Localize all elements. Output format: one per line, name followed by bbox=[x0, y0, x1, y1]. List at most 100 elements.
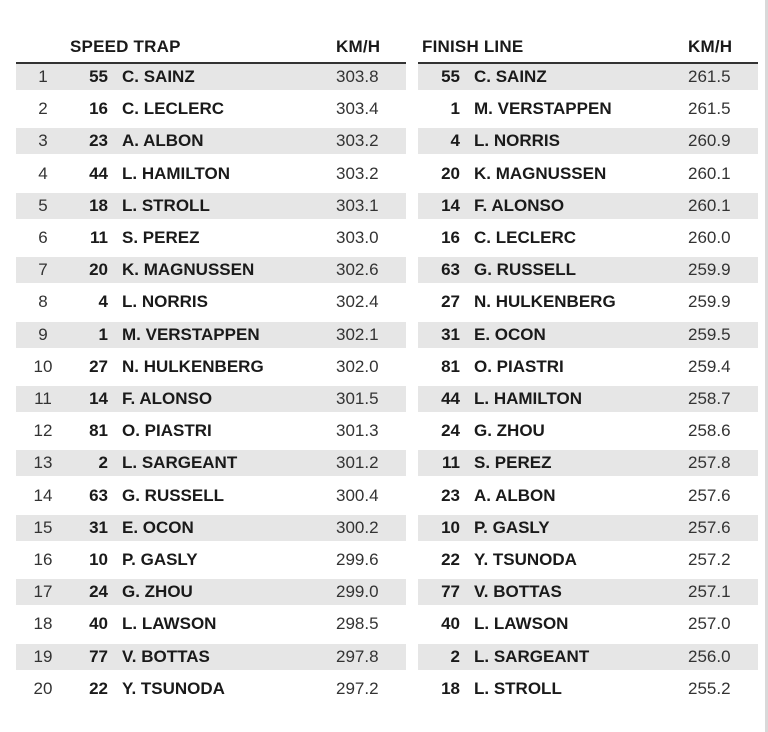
car-number: 63 bbox=[89, 485, 108, 505]
speed-value: 302.1 bbox=[336, 324, 379, 344]
position: 7 bbox=[38, 260, 48, 280]
driver-name: G. ZHOU bbox=[122, 582, 193, 602]
driver-name: E. OCON bbox=[474, 324, 546, 344]
car-number: 24 bbox=[89, 582, 108, 602]
speed-trap-row: 20 22 Y. TSUNODA 297.2 bbox=[16, 676, 406, 702]
car-number: 10 bbox=[441, 517, 460, 537]
car-number: 16 bbox=[89, 99, 108, 119]
finish-line-row: 63 G. RUSSELL 259.9 bbox=[418, 257, 758, 284]
finish-line-row: 55 C. SAINZ 261.5 bbox=[418, 64, 758, 90]
finish-line-row: 23 A. ALBON 257.6 bbox=[418, 483, 758, 509]
finish-line-row: 77 V. BOTTAS 257.1 bbox=[418, 579, 758, 606]
speed-value: 300.4 bbox=[336, 485, 379, 505]
finish-line-row: 81 O. PIASTRI 259.4 bbox=[418, 354, 758, 380]
speed-value: 297.8 bbox=[336, 646, 379, 666]
driver-name: P. GASLY bbox=[474, 517, 550, 537]
car-number: 24 bbox=[441, 421, 460, 441]
position: 1 bbox=[38, 67, 48, 86]
driver-name: N. HULKENBERG bbox=[474, 292, 616, 312]
speed-trap-row: 17 24 G. ZHOU 299.0 bbox=[16, 579, 406, 606]
car-number: 1 bbox=[450, 99, 460, 119]
speed-value: 257.8 bbox=[688, 453, 731, 473]
car-number: 18 bbox=[89, 195, 108, 215]
driver-name: A. ALBON bbox=[474, 485, 556, 505]
position: 19 bbox=[33, 646, 53, 666]
car-number: 14 bbox=[89, 389, 108, 408]
speed-value: 255.2 bbox=[688, 678, 731, 698]
speed-value: 260.0 bbox=[688, 228, 731, 247]
driver-name: G. RUSSELL bbox=[122, 485, 225, 505]
car-number: 14 bbox=[441, 195, 460, 215]
speed-value: 259.5 bbox=[688, 324, 731, 344]
speed-trap-row: 2 16 C. LECLERC 303.4 bbox=[16, 96, 406, 122]
car-number: 31 bbox=[441, 324, 460, 344]
finish-line-row: 1 M. VERSTAPPEN 261.5 bbox=[418, 96, 758, 122]
speed-trap-row: 8 4 L. NORRIS 302.4 bbox=[16, 289, 406, 315]
finish-line-row: 40 L. LAWSON 257.0 bbox=[418, 611, 758, 637]
position: 16 bbox=[33, 550, 53, 569]
finish-line-header-rule bbox=[418, 62, 758, 64]
finish-line-row: 31 E. OCON 259.5 bbox=[418, 321, 758, 348]
speed-value: 257.6 bbox=[688, 517, 731, 537]
car-number: 55 bbox=[89, 67, 108, 86]
driver-name: F. ALONSO bbox=[122, 389, 213, 408]
driver-name: A. ALBON bbox=[122, 131, 204, 151]
speed-value: 260.1 bbox=[688, 195, 731, 215]
driver-name: L. HAMILTON bbox=[474, 389, 582, 408]
speed-trap-row: 19 77 V. BOTTAS 297.8 bbox=[16, 643, 406, 670]
car-number: 11 bbox=[442, 453, 460, 473]
car-number: 22 bbox=[89, 678, 108, 698]
driver-name: N. HULKENBERG bbox=[122, 356, 264, 376]
driver-name: L. NORRIS bbox=[122, 292, 208, 312]
position: 20 bbox=[33, 678, 53, 698]
speed-value: 300.2 bbox=[336, 517, 379, 537]
driver-name: P. GASLY bbox=[122, 550, 198, 569]
speed-value: 257.6 bbox=[688, 485, 731, 505]
speed-trap-unit: KM/H bbox=[336, 37, 381, 56]
driver-name: L. STROLL bbox=[122, 195, 210, 215]
speed-trap-row: 16 10 P. GASLY 299.6 bbox=[16, 547, 406, 573]
finish-line-row: 4 L. NORRIS 260.9 bbox=[418, 128, 758, 155]
driver-name: O. PIASTRI bbox=[122, 421, 212, 441]
speed-trap-row: 12 81 O. PIASTRI 301.3 bbox=[16, 418, 406, 444]
speed-value: 303.1 bbox=[336, 195, 379, 215]
position: 2 bbox=[38, 99, 48, 119]
speed-value: 302.0 bbox=[336, 356, 379, 376]
finish-line-row: 14 F. ALONSO 260.1 bbox=[418, 192, 758, 219]
car-number: 81 bbox=[441, 356, 460, 376]
car-number: 20 bbox=[441, 163, 460, 183]
position: 3 bbox=[38, 131, 48, 151]
finish-line-row: 11 S. PEREZ 257.8 bbox=[418, 450, 758, 477]
speed-value: 297.2 bbox=[336, 678, 379, 698]
speed-trap-row: 11 14 F. ALONSO 301.5 bbox=[16, 386, 406, 412]
position: 12 bbox=[33, 421, 53, 441]
driver-name: C. SAINZ bbox=[474, 67, 547, 86]
speed-value: 258.7 bbox=[688, 389, 731, 408]
speed-value: 260.1 bbox=[688, 163, 731, 183]
car-number: 44 bbox=[89, 163, 108, 183]
driver-name: C. LECLERC bbox=[474, 228, 576, 247]
speed-trap-row: 6 11 S. PEREZ 303.0 bbox=[16, 225, 406, 251]
driver-name: L. SARGEANT bbox=[474, 646, 590, 666]
car-number: 23 bbox=[441, 485, 460, 505]
driver-name: K. MAGNUSSEN bbox=[474, 163, 607, 183]
position: 6 bbox=[38, 228, 48, 247]
speed-value: 302.4 bbox=[336, 292, 379, 312]
driver-name: E. OCON bbox=[122, 517, 194, 537]
driver-name: G. ZHOU bbox=[474, 421, 545, 441]
finish-line-row: 24 G. ZHOU 258.6 bbox=[418, 418, 758, 444]
driver-name: O. PIASTRI bbox=[474, 356, 564, 376]
speed-value: 299.0 bbox=[336, 582, 379, 602]
car-number: 1 bbox=[98, 324, 108, 344]
speed-trap-row: 13 2 L. SARGEANT 301.2 bbox=[16, 450, 406, 477]
position: 15 bbox=[33, 517, 53, 537]
car-number: 18 bbox=[441, 678, 460, 698]
driver-name: C. LECLERC bbox=[122, 99, 224, 119]
car-number: 4 bbox=[450, 131, 460, 151]
finish-line-row: 18 L. STROLL 255.2 bbox=[418, 676, 758, 702]
driver-name: L. LAWSON bbox=[122, 614, 217, 634]
speed-value: 298.5 bbox=[336, 614, 379, 634]
driver-name: S. PEREZ bbox=[474, 453, 552, 473]
speed-trap-row: 1 55 C. SAINZ 303.8 bbox=[16, 64, 406, 90]
speed-trap-title: SPEED TRAP bbox=[70, 37, 181, 56]
